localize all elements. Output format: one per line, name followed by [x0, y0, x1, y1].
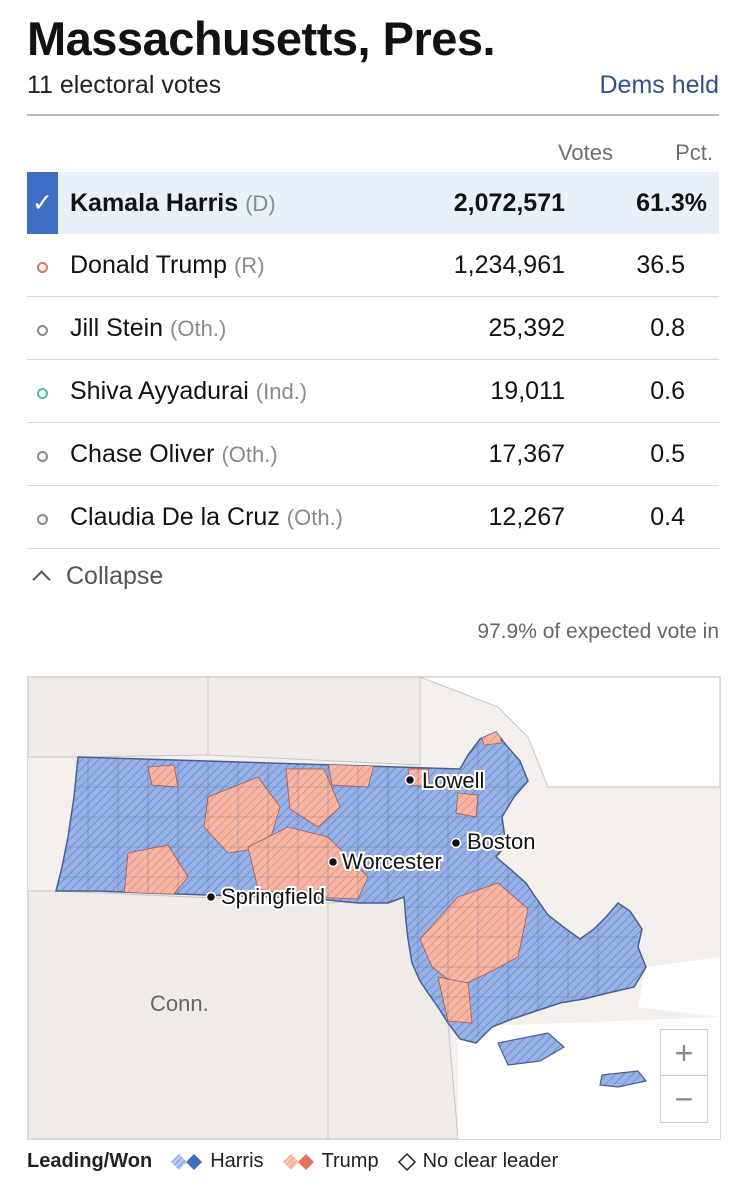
city-label-lowell: Lowell	[422, 768, 484, 793]
map-town-trump	[147, 764, 179, 788]
candidate-row-oliver: Chase Oliver (Oth.) 17,367 0.5	[27, 422, 719, 486]
candidate-row-harris: ✓ Kamala Harris (D) 2,072,571 61.3%	[27, 172, 719, 234]
candidate-pct: 0.5	[565, 422, 719, 486]
winner-check-icon: ✓	[27, 172, 58, 234]
zoom-in-button[interactable]: +	[660, 1029, 708, 1077]
expected-vote-status: 97.9% of expected vote in	[477, 620, 719, 643]
candidate-pct: 61.3%	[565, 172, 719, 234]
collapse-button[interactable]: Collapse	[27, 562, 163, 591]
candidate-row-de-la-cruz: Claudia De la Cruz (Oth.) 12,267 0.4	[27, 485, 719, 549]
legend-item-trump: Trump	[282, 1150, 379, 1173]
candidate-votes: 19,011	[415, 359, 565, 423]
candidate-party: (Oth.)	[170, 315, 227, 341]
candidate-row-stein: Jill Stein (Oth.) 25,392 0.8	[27, 296, 719, 360]
city-label-boston: Boston	[467, 829, 536, 854]
header-divider	[27, 114, 719, 116]
candidate-marker-icon	[37, 261, 48, 273]
held-status: Dems held	[599, 70, 720, 99]
candidate-votes: 2,072,571	[415, 172, 565, 234]
legend-title: Leading/Won	[27, 1150, 153, 1172]
map-land-ny-north	[28, 677, 209, 758]
results-map[interactable]: Lowell Boston Worcester Springfield Conn…	[27, 676, 721, 1140]
zoom-out-button[interactable]: −	[660, 1075, 708, 1123]
candidate-pct: 0.8	[565, 296, 719, 360]
map-town-borders	[58, 732, 646, 1037]
legend-item-harris: Harris	[170, 1150, 264, 1173]
candidate-name: Jill Stein	[70, 313, 164, 342]
map-water-north	[419, 677, 720, 788]
state-label-connecticut: Conn.	[150, 991, 209, 1016]
electoral-votes: 11 electoral votes	[27, 70, 222, 99]
candidate-pct: 36.5	[565, 234, 719, 297]
candidate-name: Chase Oliver	[70, 439, 215, 468]
map-water-east	[638, 957, 720, 1017]
candidate-votes: 1,234,961	[415, 234, 565, 297]
candidate-name: Claudia De la Cruz	[70, 502, 280, 531]
legend-label-trump: Trump	[321, 1150, 379, 1172]
candidate-marker-icon	[37, 324, 48, 336]
no-leader-swatch-icon	[397, 1152, 416, 1171]
candidate-row-trump: Donald Trump (R) 1,234,961 36.5	[27, 234, 719, 297]
candidate-marker-icon	[37, 450, 48, 462]
candidate-pct: 0.6	[565, 359, 719, 423]
city-label-worcester: Worcester	[342, 849, 442, 874]
map-island-marthas-vineyard	[497, 1032, 566, 1066]
votes-column-header: Votes	[557, 140, 613, 165]
candidate-party: (Oth.)	[221, 441, 278, 467]
candidate-votes: 12,267	[415, 485, 565, 549]
collapse-label: Collapse	[66, 562, 164, 590]
legend-label-harris: Harris	[210, 1150, 264, 1172]
harris-swatch-icon	[171, 1153, 203, 1170]
candidate-name: Kamala Harris	[70, 188, 239, 217]
city-marker-boston	[450, 837, 462, 849]
legend-label-no-leader: No clear leader	[422, 1150, 559, 1172]
candidate-row-ayyadurai: Shiva Ayyadurai (Ind.) 19,011 0.6	[27, 359, 719, 423]
candidate-party: (D)	[245, 190, 276, 216]
candidate-party: (Ind.)	[255, 378, 308, 404]
chevron-up-icon	[32, 570, 51, 589]
candidate-name: Donald Trump	[70, 250, 228, 279]
city-marker-worcester	[327, 856, 339, 868]
candidate-party: (Oth.)	[286, 504, 344, 530]
map-town-trump	[247, 826, 369, 900]
map-trump-regions	[123, 732, 529, 1024]
map-legend: Leading/Won Harris Trump	[27, 1150, 566, 1173]
legend-item-no-leader: No clear leader	[397, 1150, 559, 1173]
map-town-trump	[327, 762, 375, 788]
race-title: Massachusetts, Pres.	[27, 12, 496, 65]
candidate-marker-icon	[37, 513, 48, 525]
map-canvas[interactable]: Lowell Boston Worcester Springfield Conn…	[28, 677, 720, 1139]
results-table: ✓ Kamala Harris (D) 2,072,571 61.3% Dona…	[27, 172, 719, 549]
pct-column-header: Pct.	[675, 140, 713, 165]
map-island-nantucket	[599, 1070, 648, 1088]
map-land-vermont-nh	[207, 677, 421, 766]
map-town-trump	[437, 976, 473, 1024]
candidate-votes: 25,392	[415, 296, 565, 360]
map-town-trump	[455, 792, 479, 818]
candidate-pct: 0.4	[565, 485, 719, 549]
race-subheader: 11 electoral votes Dems held	[27, 68, 719, 102]
candidate-party: (R)	[233, 252, 265, 278]
candidate-name: Shiva Ayyadurai	[70, 376, 249, 405]
candidate-marker-icon	[37, 387, 48, 399]
city-label-springfield: Springfield	[221, 884, 325, 909]
candidate-votes: 17,367	[415, 422, 565, 486]
city-marker-springfield	[205, 891, 217, 903]
city-marker-lowell	[404, 774, 416, 786]
trump-swatch-icon	[282, 1153, 314, 1170]
